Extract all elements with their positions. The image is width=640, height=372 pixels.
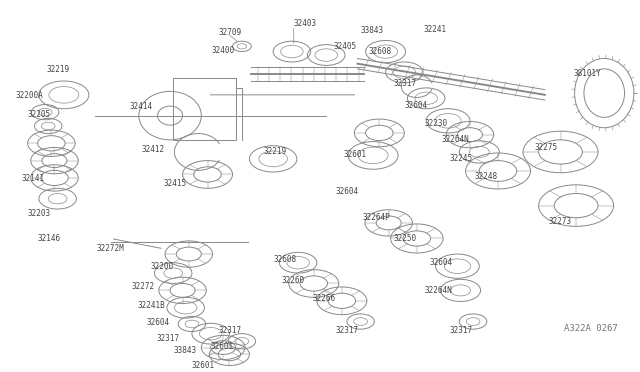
Text: 32317: 32317 xyxy=(156,334,179,343)
Text: 32260: 32260 xyxy=(281,276,305,285)
Text: 32601: 32601 xyxy=(192,361,215,370)
Text: 32317: 32317 xyxy=(335,326,359,336)
Text: 32219: 32219 xyxy=(47,65,70,74)
Text: 38101Y: 38101Y xyxy=(573,69,601,78)
Text: 32400: 32400 xyxy=(212,46,235,55)
Text: 32266: 32266 xyxy=(312,294,335,303)
Text: 32601: 32601 xyxy=(344,150,367,159)
Text: 32317: 32317 xyxy=(394,79,417,88)
Text: 32146: 32146 xyxy=(38,234,61,243)
Text: 32273: 32273 xyxy=(548,217,572,226)
Text: 32317: 32317 xyxy=(219,326,242,336)
Text: 32412: 32412 xyxy=(142,145,165,154)
Text: 32245: 32245 xyxy=(450,154,473,163)
Text: 32248: 32248 xyxy=(475,171,498,181)
Text: 32604: 32604 xyxy=(335,187,359,196)
Text: A322A 0267: A322A 0267 xyxy=(564,324,618,333)
Text: 32141: 32141 xyxy=(21,174,45,183)
Text: 32709: 32709 xyxy=(218,28,241,37)
Text: 32604: 32604 xyxy=(429,258,452,267)
Text: 32264N: 32264N xyxy=(425,286,452,295)
Text: 32275: 32275 xyxy=(534,143,557,152)
Text: 32403: 32403 xyxy=(294,19,317,28)
Text: 32241: 32241 xyxy=(423,25,446,33)
Text: 32264P: 32264P xyxy=(362,213,390,222)
Text: 32205: 32205 xyxy=(28,110,51,119)
Text: 32608: 32608 xyxy=(273,255,296,264)
Text: 32601: 32601 xyxy=(211,342,234,351)
Text: 32414: 32414 xyxy=(129,102,152,111)
Text: 32608: 32608 xyxy=(369,47,392,56)
Text: 32200: 32200 xyxy=(150,262,173,271)
Text: 33843: 33843 xyxy=(173,346,196,356)
Text: 32203: 32203 xyxy=(28,209,51,218)
Text: 32219: 32219 xyxy=(264,147,287,157)
Text: 32230: 32230 xyxy=(425,119,448,128)
Text: 32604: 32604 xyxy=(147,318,170,327)
Text: 32250: 32250 xyxy=(394,234,417,243)
Text: 33843: 33843 xyxy=(360,26,384,35)
Text: 32200A: 32200A xyxy=(16,91,44,100)
Text: 32405: 32405 xyxy=(333,42,357,51)
Text: 32272: 32272 xyxy=(131,282,154,291)
Text: 32604: 32604 xyxy=(404,102,428,110)
Text: 32272M: 32272M xyxy=(97,244,125,253)
Text: 32241B: 32241B xyxy=(138,301,165,310)
Text: 32317: 32317 xyxy=(450,326,473,336)
Text: 32264N: 32264N xyxy=(442,135,470,144)
Text: 32415: 32415 xyxy=(164,179,187,187)
